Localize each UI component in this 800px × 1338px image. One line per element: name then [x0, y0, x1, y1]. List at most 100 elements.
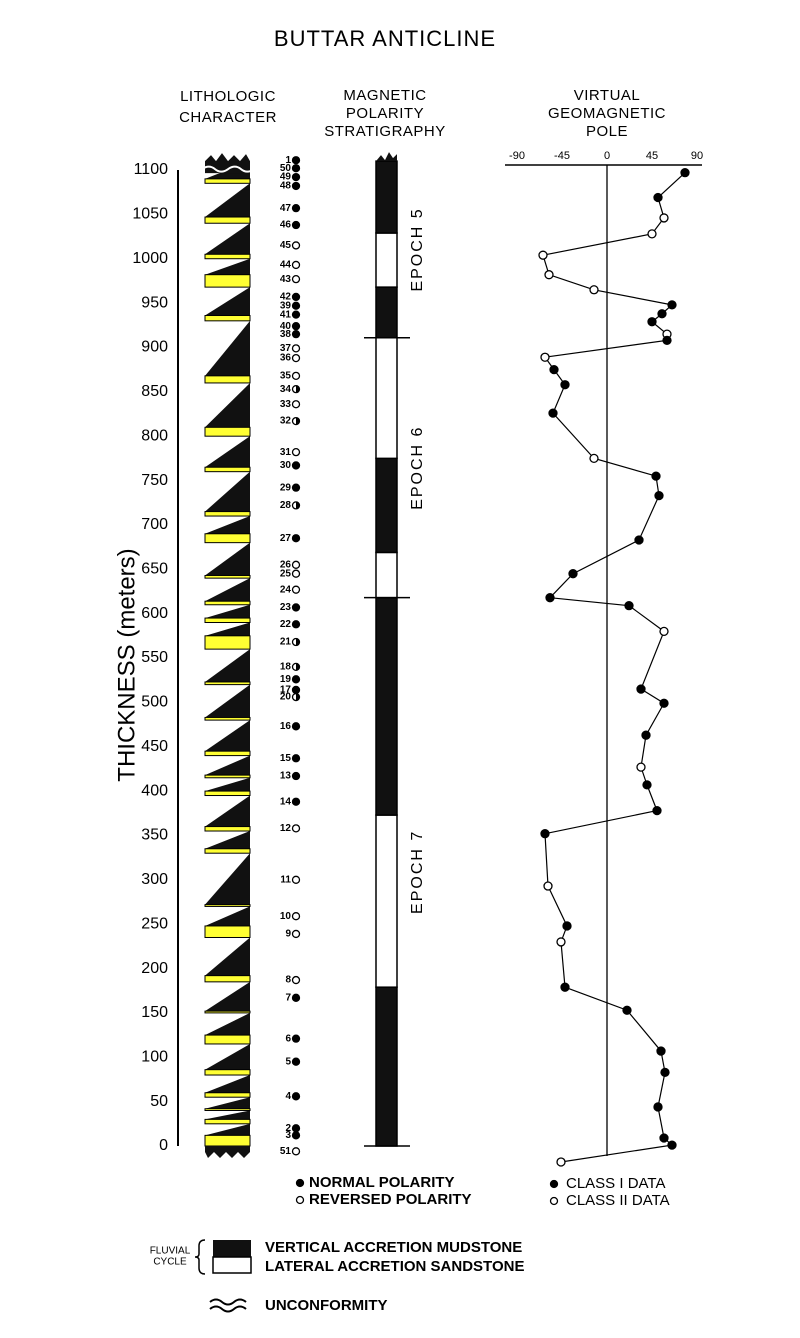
sample-label: 11 — [280, 874, 291, 885]
polarity-interval — [375, 457, 398, 554]
filled-symbol — [657, 309, 667, 319]
filled-symbol — [291, 301, 301, 310]
y-tick-label: 900 — [141, 339, 168, 356]
mudstone-wedge — [205, 777, 250, 792]
polarity-interval — [375, 336, 398, 460]
y-tick-label: 350 — [141, 827, 168, 844]
open-symbol — [647, 229, 657, 239]
filled-symbol — [291, 220, 301, 230]
filled-symbol — [291, 1057, 301, 1066]
mudstone-wedge — [205, 320, 250, 376]
mudstone-wedge — [205, 542, 250, 576]
open-symbol — [291, 371, 301, 380]
polarity-interval — [375, 286, 398, 339]
y-tick-label: 1050 — [132, 206, 168, 223]
open-symbol — [291, 344, 301, 353]
sample-label: 37 — [280, 343, 292, 354]
filled-symbol — [291, 204, 301, 213]
open-symbol — [636, 762, 646, 772]
sample-label: 2 — [285, 1123, 291, 1134]
sample-label: 17 — [280, 685, 292, 696]
sample-label: 39 — [280, 300, 292, 311]
filled-symbol — [659, 1133, 669, 1143]
sample-label: 18 — [280, 662, 292, 673]
sample-label: 3 — [285, 1130, 291, 1141]
y-tick-label: 250 — [141, 915, 168, 932]
epoch-label: EPOCH 6 — [409, 426, 426, 510]
sample-label: 38 — [280, 329, 292, 340]
y-tick-label: 700 — [141, 516, 168, 533]
filled-symbol — [548, 408, 558, 418]
filled-symbol — [651, 471, 661, 481]
mudstone-wedge — [205, 755, 250, 776]
filled-symbol — [291, 156, 301, 165]
open-symbol — [538, 250, 548, 260]
mudstone-wedge — [205, 471, 250, 512]
sandstone-bed — [204, 375, 251, 384]
legend-symbol — [549, 1196, 559, 1206]
mudstone-wedge — [205, 382, 250, 428]
sample-label: 43 — [280, 274, 292, 285]
mudstone-wedge — [205, 258, 250, 275]
key-label: FLUVIAL — [150, 1246, 191, 1257]
filled-symbol — [291, 1034, 301, 1043]
sample-label: 35 — [280, 370, 292, 381]
open-symbol — [291, 912, 301, 921]
mudstone-wedge — [205, 1097, 250, 1109]
filled-symbol — [291, 310, 301, 319]
sample-label: 10 — [280, 911, 292, 922]
filled-symbol — [560, 982, 570, 992]
y-tick-label: 0 — [159, 1137, 168, 1154]
sandstone-bed — [204, 533, 251, 544]
y-tick-label: 1100 — [134, 161, 169, 178]
legend-symbol — [295, 1178, 305, 1188]
sample-label: 1 — [285, 155, 291, 166]
y-tick-label: 200 — [141, 960, 168, 977]
mudstone-wedge — [205, 578, 250, 602]
column-header: STRATIGRAPHY — [324, 123, 446, 140]
filled-symbol — [291, 181, 301, 191]
polarity-interval — [375, 551, 398, 599]
mudstone-wedge — [205, 1075, 250, 1093]
column-header: LITHOLOGIC — [180, 88, 276, 105]
filled-symbol — [291, 675, 301, 684]
filled-symbol — [291, 620, 301, 629]
mudstone-wedge — [205, 604, 250, 619]
legend-symbol — [295, 1195, 305, 1205]
figure-title: BUTTAR ANTICLINE — [274, 26, 496, 51]
open-symbol — [540, 352, 550, 362]
mudstone-wedge — [205, 981, 250, 1012]
open-symbol — [291, 241, 301, 250]
open-symbol — [589, 285, 599, 295]
open-symbol — [543, 881, 553, 891]
y-tick-label: 500 — [141, 694, 168, 711]
filled-symbol — [642, 780, 652, 790]
sample-label: 45 — [280, 240, 292, 251]
sample-label: 31 — [280, 447, 292, 458]
column-header: CHARACTER — [179, 109, 277, 126]
sample-label: 34 — [280, 384, 292, 395]
filled-symbol — [291, 534, 301, 543]
polarity-interval — [375, 232, 398, 288]
filled-symbol — [560, 380, 570, 390]
mudstone-wedge — [205, 1043, 250, 1070]
epoch-label: EPOCH 7 — [409, 830, 426, 914]
sample-label: 21 — [280, 637, 292, 648]
sample-symbol-half — [296, 663, 300, 671]
filled-symbol — [654, 490, 664, 501]
sample-label: 16 — [280, 721, 292, 732]
x-tick-label: 0 — [604, 150, 610, 162]
sandstone-bed — [204, 1118, 251, 1125]
sample-label: 27 — [280, 533, 292, 544]
x-tick-label: 90 — [691, 150, 703, 162]
sample-label: 15 — [280, 753, 292, 764]
sample-label: 50 — [280, 163, 292, 174]
sandstone-bed — [204, 511, 251, 517]
y-tick-label: 100 — [141, 1048, 168, 1065]
filled-symbol — [624, 601, 634, 611]
sample-label: 46 — [280, 220, 292, 231]
mudstone-wedge — [205, 649, 250, 682]
sample-symbol-half — [296, 417, 300, 425]
mudstone-wedge — [205, 622, 250, 636]
filled-symbol — [540, 829, 550, 839]
